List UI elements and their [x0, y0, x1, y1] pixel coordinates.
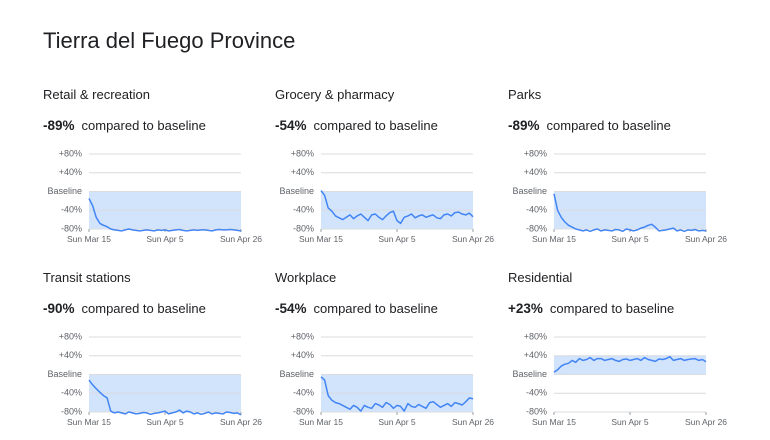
y-tick-label: +80%: [524, 148, 547, 158]
trend-line: [88, 379, 242, 416]
y-tick-label: -80%: [526, 223, 547, 233]
y-tick-label: -80%: [293, 406, 314, 416]
y-tick-label: +80%: [291, 148, 314, 158]
y-tick-label: -80%: [61, 406, 82, 416]
comparison-label: compared to baseline: [314, 301, 438, 316]
change-value: -54%: [275, 301, 307, 316]
change-value: -89%: [43, 118, 75, 133]
chart-title: Retail & recreation: [43, 87, 150, 102]
x-tick-label: Sun Apr 5: [611, 234, 649, 244]
x-tick-label: Sun Apr 5: [146, 234, 184, 244]
y-tick-label: -40%: [526, 388, 547, 398]
y-tick-label: Baseline: [512, 369, 547, 379]
baseline-band: [554, 355, 706, 375]
x-tick-label: Sun Apr 26: [452, 234, 494, 244]
x-tick-label: Sun Apr 26: [452, 417, 494, 427]
comparison-label: compared to baseline: [314, 118, 438, 133]
y-tick-label: -40%: [293, 388, 314, 398]
comparison-label: compared to baseline: [82, 118, 206, 133]
y-tick-label: Baseline: [512, 186, 547, 196]
y-tick-label: +80%: [524, 331, 547, 341]
y-tick-label: -40%: [526, 205, 547, 215]
y-tick-label: +40%: [59, 167, 82, 177]
x-tick-label: Sun Apr 5: [378, 417, 416, 427]
trend-line: [320, 190, 474, 225]
x-tick-label: Sun Apr 5: [611, 417, 649, 427]
chart-title: Grocery & pharmacy: [275, 87, 395, 102]
chart-title: Transit stations: [43, 270, 131, 285]
y-tick-label: Baseline: [279, 369, 314, 379]
x-tick-label: Sun Apr 5: [378, 234, 416, 244]
y-tick-label: +80%: [59, 148, 82, 158]
y-tick-label: +40%: [524, 167, 547, 177]
y-tick-label: +40%: [524, 350, 547, 360]
y-tick-label: Baseline: [279, 186, 314, 196]
comparison-label: compared to baseline: [547, 118, 671, 133]
change-value: -90%: [43, 301, 75, 316]
y-tick-label: -40%: [61, 388, 82, 398]
chart-title: Residential: [508, 270, 572, 285]
y-tick-label: -40%: [293, 205, 314, 215]
chart-title: Workplace: [275, 270, 336, 285]
trend-line: [553, 193, 707, 233]
y-tick-label: -40%: [61, 205, 82, 215]
y-tick-label: Baseline: [47, 369, 82, 379]
chart-title: Parks: [508, 87, 542, 102]
y-tick-label: +80%: [291, 331, 314, 341]
change-value: -54%: [275, 118, 307, 133]
y-tick-label: -80%: [526, 406, 547, 416]
trend-line: [320, 376, 474, 412]
trend-line: [88, 198, 242, 232]
y-tick-label: -80%: [61, 223, 82, 233]
y-tick-label: -80%: [293, 223, 314, 233]
x-tick-label: Sun Apr 26: [220, 417, 262, 427]
x-tick-label: Sun Apr 26: [220, 234, 262, 244]
x-tick-label: Sun Mar 15: [532, 234, 576, 244]
x-tick-label: Sun Apr 26: [685, 234, 727, 244]
x-tick-label: Sun Mar 15: [299, 234, 343, 244]
y-tick-label: +40%: [59, 350, 82, 360]
page-title: Tierra del Fuego Province: [43, 28, 295, 53]
comparison-label: compared to baseline: [82, 301, 206, 316]
y-tick-label: +40%: [291, 350, 314, 360]
comparison-label: compared to baseline: [550, 301, 674, 316]
y-tick-label: +80%: [59, 331, 82, 341]
x-tick-label: Sun Apr 26: [685, 417, 727, 427]
x-tick-label: Sun Mar 15: [67, 417, 111, 427]
trend-line: [553, 355, 707, 373]
x-tick-label: Sun Apr 5: [146, 417, 184, 427]
x-tick-label: Sun Mar 15: [532, 417, 576, 427]
x-tick-label: Sun Mar 15: [299, 417, 343, 427]
x-tick-label: Sun Mar 15: [67, 234, 111, 244]
change-value: +23%: [508, 301, 543, 316]
y-tick-label: +40%: [291, 167, 314, 177]
y-tick-label: Baseline: [47, 186, 82, 196]
change-value: -89%: [508, 118, 540, 133]
